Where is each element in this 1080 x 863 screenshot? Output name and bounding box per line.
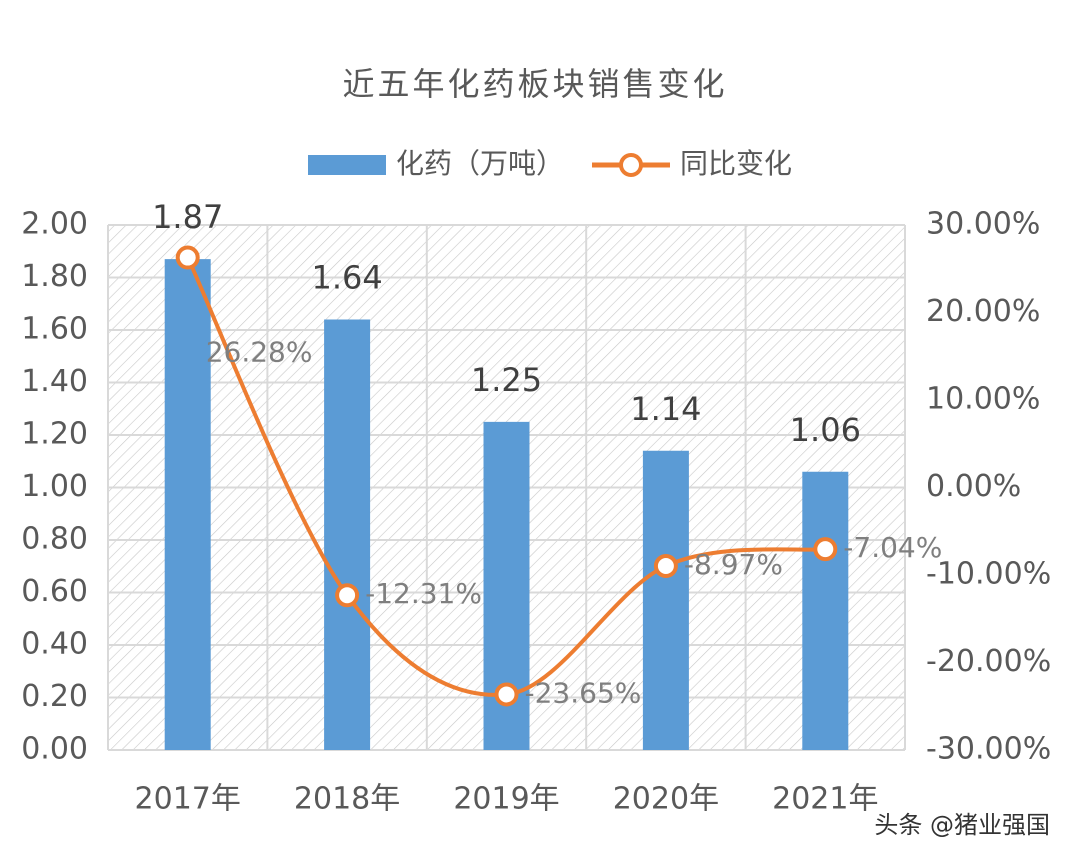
y-tick-label: 2.00 bbox=[21, 207, 88, 242]
x-tick-label: 2020年 bbox=[613, 782, 719, 817]
legend-swatch bbox=[308, 155, 386, 175]
y2-tick-label: 10.00% bbox=[926, 382, 1040, 417]
y2-tick-label: 30.00% bbox=[926, 207, 1040, 242]
y2-tick-label: 0.00% bbox=[926, 469, 1021, 504]
bar-value-label: 1.25 bbox=[471, 361, 542, 399]
bar-value-label: 1.14 bbox=[630, 390, 701, 428]
y-tick-label: 0.40 bbox=[21, 627, 88, 662]
y-tick-label: 1.40 bbox=[21, 364, 88, 399]
line-value-label: -23.65% bbox=[525, 676, 642, 709]
line-value-label: 26.28% bbox=[206, 336, 313, 369]
line-marker bbox=[175, 245, 200, 270]
y-tick-label: 0.60 bbox=[21, 574, 88, 609]
line-value-label: -12.31% bbox=[365, 577, 482, 610]
line-value-label: -7.04% bbox=[843, 531, 942, 564]
x-tick-label: 2019年 bbox=[453, 782, 559, 817]
y-tick-label: 1.20 bbox=[21, 417, 88, 452]
legend-swatch-marker bbox=[619, 153, 643, 177]
line bbox=[185, 256, 826, 697]
line-value-label: -8.97% bbox=[684, 548, 783, 581]
bar-value-label: 1.87 bbox=[152, 198, 223, 236]
line-marker bbox=[813, 537, 838, 562]
y-tick-label: 0.20 bbox=[21, 679, 88, 714]
x-tick-label: 2017年 bbox=[135, 782, 241, 817]
line-marker bbox=[653, 553, 678, 578]
legend-label: 同比变化 bbox=[680, 147, 792, 180]
y-tick-label: 1.80 bbox=[21, 259, 88, 294]
y2-tick-label: -10.00% bbox=[926, 557, 1051, 592]
credit: 头条 @猪业强国 bbox=[874, 811, 1050, 839]
x-tick-label: 2021年 bbox=[772, 782, 878, 817]
line-marker bbox=[494, 682, 519, 707]
bar-value-label: 1.64 bbox=[311, 259, 382, 297]
y-tick-label: 0.80 bbox=[21, 522, 88, 557]
legend-label: 化药（万吨） bbox=[396, 147, 564, 180]
bar-value-label: 1.06 bbox=[790, 411, 861, 449]
y2-tick-label: -20.00% bbox=[926, 644, 1051, 679]
y-tick-label: 1.60 bbox=[21, 312, 88, 347]
y-tick-label: 0.00 bbox=[21, 732, 88, 767]
bar bbox=[164, 259, 211, 750]
bar bbox=[642, 450, 689, 750]
bar bbox=[802, 471, 849, 750]
line-marker bbox=[335, 583, 360, 608]
y-tick-label: 1.00 bbox=[21, 469, 88, 504]
chart-title: 近五年化药板块销售变化 bbox=[342, 65, 727, 103]
bar bbox=[324, 319, 371, 750]
x-tick-label: 2018年 bbox=[294, 782, 400, 817]
y2-tick-label: -30.00% bbox=[926, 732, 1051, 767]
y2-tick-label: 20.00% bbox=[926, 294, 1040, 329]
